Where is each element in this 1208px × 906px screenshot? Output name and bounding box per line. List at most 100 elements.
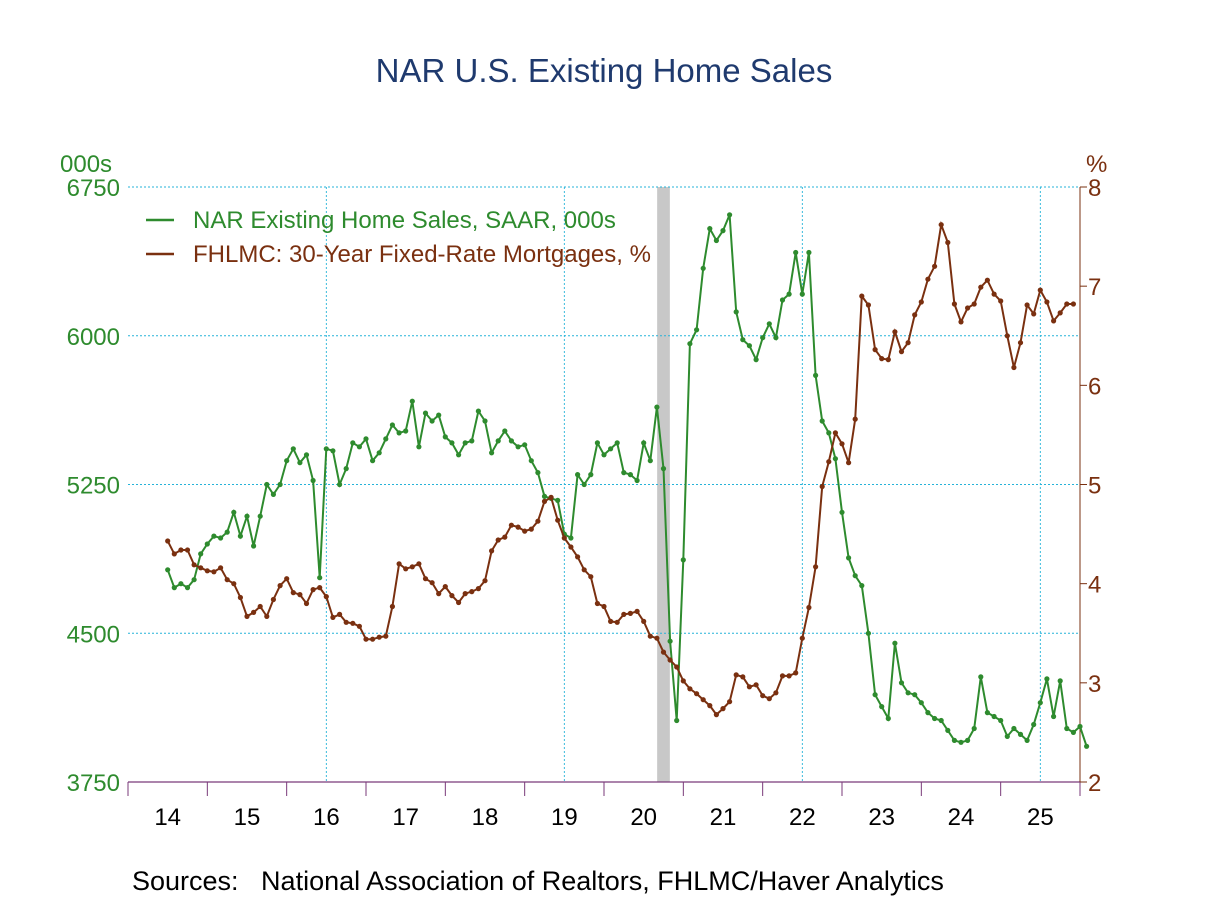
data-point-mortgage bbox=[608, 618, 614, 625]
data-point-mortgage bbox=[647, 633, 653, 639]
data-point-mortgage bbox=[872, 347, 878, 353]
data-point-mortgage bbox=[244, 613, 250, 620]
data-point-sales bbox=[588, 472, 594, 478]
data-point-mortgage bbox=[264, 613, 270, 620]
data-point-sales bbox=[707, 226, 713, 232]
data-point-sales bbox=[813, 372, 819, 378]
data-point-sales bbox=[383, 436, 389, 442]
data-point-sales bbox=[350, 440, 356, 446]
data-point-sales bbox=[700, 265, 706, 271]
data-point-sales bbox=[502, 428, 508, 434]
data-point-mortgage bbox=[654, 635, 660, 641]
data-point-sales bbox=[641, 440, 647, 446]
data-point-sales bbox=[396, 430, 402, 436]
data-point-sales bbox=[469, 438, 475, 444]
data-point-mortgage bbox=[541, 498, 548, 504]
data-point-sales bbox=[171, 585, 177, 591]
data-point-sales bbox=[958, 739, 964, 745]
grid-lines bbox=[128, 186, 1080, 782]
data-point-mortgage bbox=[535, 518, 541, 524]
data-point-sales bbox=[257, 513, 263, 519]
data-point-mortgage bbox=[231, 581, 237, 587]
data-point-mortgage bbox=[793, 670, 799, 676]
data-point-mortgage bbox=[859, 293, 865, 299]
data-point-sales bbox=[1051, 713, 1057, 720]
data-point-mortgage bbox=[416, 561, 422, 567]
data-point-sales bbox=[363, 436, 369, 442]
data-point-sales bbox=[1037, 700, 1043, 706]
data-point-mortgage bbox=[819, 483, 825, 490]
x-tick-label: 14 bbox=[154, 804, 181, 831]
data-point-mortgage bbox=[694, 691, 700, 697]
data-point-mortgage bbox=[991, 291, 997, 297]
data-point-mortgage bbox=[171, 551, 177, 557]
x-tick-label: 21 bbox=[710, 804, 737, 831]
x-tick-label: 20 bbox=[630, 804, 657, 831]
data-point-mortgage bbox=[303, 600, 310, 607]
data-point-mortgage bbox=[469, 589, 475, 595]
data-point-sales bbox=[760, 335, 766, 341]
data-point-mortgage bbox=[641, 618, 647, 625]
data-point-mortgage bbox=[912, 312, 918, 318]
x-tick-label: 18 bbox=[472, 804, 499, 831]
right-axis-unit-label: % bbox=[1086, 151, 1107, 178]
data-point-sales bbox=[674, 717, 680, 724]
left-tick-label: 3750 bbox=[67, 770, 120, 797]
data-point-sales bbox=[839, 509, 845, 515]
data-point-sales bbox=[687, 341, 693, 347]
data-point-mortgage bbox=[528, 526, 534, 532]
data-point-mortgage bbox=[403, 566, 409, 572]
data-point-sales bbox=[713, 237, 720, 244]
data-point-mortgage bbox=[178, 547, 184, 553]
data-point-sales bbox=[356, 444, 362, 450]
data-point-sales bbox=[898, 680, 905, 686]
data-point-mortgage bbox=[548, 494, 554, 500]
data-point-sales bbox=[951, 737, 958, 744]
data-point-sales bbox=[694, 327, 700, 333]
data-point-sales bbox=[191, 577, 197, 583]
data-point-mortgage bbox=[502, 534, 508, 540]
data-point-sales bbox=[270, 491, 276, 497]
data-point-mortgage bbox=[951, 301, 958, 307]
data-point-mortgage bbox=[885, 357, 891, 363]
data-point-mortgage bbox=[753, 682, 759, 688]
data-point-mortgage bbox=[396, 561, 402, 567]
data-point-mortgage bbox=[317, 585, 323, 591]
data-point-mortgage bbox=[165, 538, 171, 544]
data-point-mortgage bbox=[786, 673, 792, 679]
data-point-mortgage bbox=[680, 678, 686, 684]
data-point-sales bbox=[528, 458, 534, 464]
data-point-sales bbox=[984, 710, 991, 716]
data-point-mortgage bbox=[409, 564, 415, 570]
data-point-mortgage bbox=[270, 596, 276, 603]
data-point-sales bbox=[290, 446, 296, 452]
data-point-sales bbox=[535, 470, 541, 476]
data-point-sales bbox=[482, 418, 488, 424]
data-point-sales bbox=[905, 690, 911, 696]
data-point-sales bbox=[541, 493, 548, 499]
data-point-mortgage bbox=[297, 592, 303, 598]
data-point-mortgage bbox=[826, 459, 832, 465]
data-point-mortgage bbox=[383, 633, 389, 639]
x-tick-label: 23 bbox=[868, 804, 895, 831]
left-tick-label: 6000 bbox=[67, 324, 120, 351]
data-point-mortgage bbox=[389, 603, 395, 610]
data-point-sales bbox=[733, 309, 739, 315]
data-point-sales bbox=[932, 715, 938, 722]
data-point-sales bbox=[581, 481, 587, 488]
legend-label-sales: NAR Existing Home Sales, SAAR, 000s bbox=[193, 207, 616, 234]
data-point-mortgage bbox=[184, 547, 191, 553]
data-point-sales bbox=[727, 212, 733, 218]
data-point-sales bbox=[654, 404, 660, 410]
data-point-mortgage bbox=[971, 301, 977, 307]
data-point-mortgage bbox=[555, 517, 561, 523]
data-point-mortgage bbox=[892, 329, 898, 335]
data-point-sales bbox=[224, 529, 230, 535]
data-point-sales bbox=[337, 481, 343, 488]
data-point-mortgage bbox=[489, 548, 495, 554]
data-point-sales bbox=[475, 408, 481, 414]
data-point-mortgage bbox=[839, 441, 845, 447]
data-point-sales bbox=[608, 446, 614, 452]
data-point-sales bbox=[978, 674, 984, 680]
data-point-mortgage bbox=[436, 591, 442, 597]
